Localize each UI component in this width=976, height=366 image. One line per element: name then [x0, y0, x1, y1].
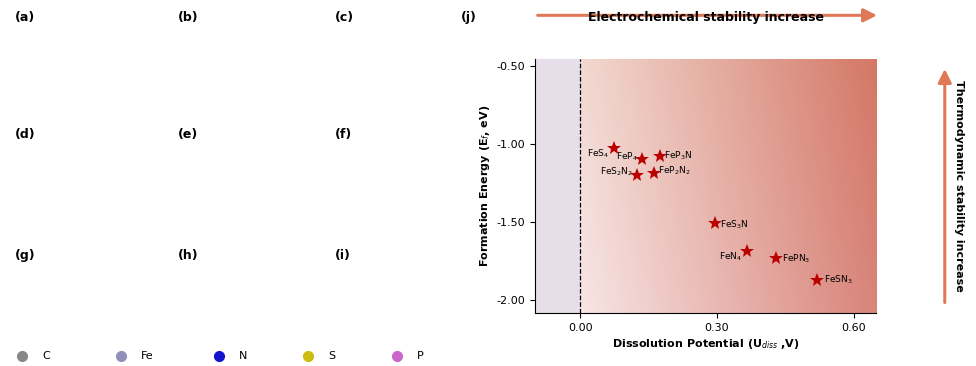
Text: C: C	[42, 351, 50, 361]
Text: FePN$_3$: FePN$_3$	[782, 252, 810, 265]
Text: FeS$_4$: FeS$_4$	[587, 147, 609, 160]
Text: (a): (a)	[15, 11, 35, 24]
Text: (e): (e)	[178, 128, 198, 141]
Text: S: S	[328, 351, 335, 361]
Text: FeP$_2$N$_2$: FeP$_2$N$_2$	[658, 164, 691, 177]
Text: Fe: Fe	[141, 351, 153, 361]
Text: N: N	[239, 351, 248, 361]
Text: (j): (j)	[461, 11, 476, 24]
Text: (d): (d)	[15, 128, 35, 141]
Text: (g): (g)	[15, 249, 35, 262]
X-axis label: Dissolution Potential (U$_{diss}$ ,V): Dissolution Potential (U$_{diss}$ ,V)	[612, 337, 799, 351]
Text: FeSN$_3$: FeSN$_3$	[824, 274, 852, 287]
Text: FeN$_4$: FeN$_4$	[719, 251, 742, 263]
Text: (c): (c)	[335, 11, 354, 24]
Text: Electrochemical stability increase: Electrochemical stability increase	[588, 11, 824, 24]
Text: (h): (h)	[178, 249, 198, 262]
Text: (i): (i)	[335, 249, 351, 262]
Text: Thermodynamic stability increase: Thermodynamic stability increase	[955, 80, 964, 292]
Y-axis label: Formation Energy (E$_f$, eV): Formation Energy (E$_f$, eV)	[478, 105, 492, 267]
Text: FeS$_2$N$_2$: FeS$_2$N$_2$	[600, 166, 633, 178]
Text: FeS$_3$N: FeS$_3$N	[720, 219, 749, 231]
Text: (f): (f)	[335, 128, 352, 141]
Text: P: P	[417, 351, 424, 361]
Text: FeP$_3$N: FeP$_3$N	[664, 150, 692, 163]
Text: (b): (b)	[178, 11, 198, 24]
Text: FeP$_4$: FeP$_4$	[617, 151, 638, 163]
